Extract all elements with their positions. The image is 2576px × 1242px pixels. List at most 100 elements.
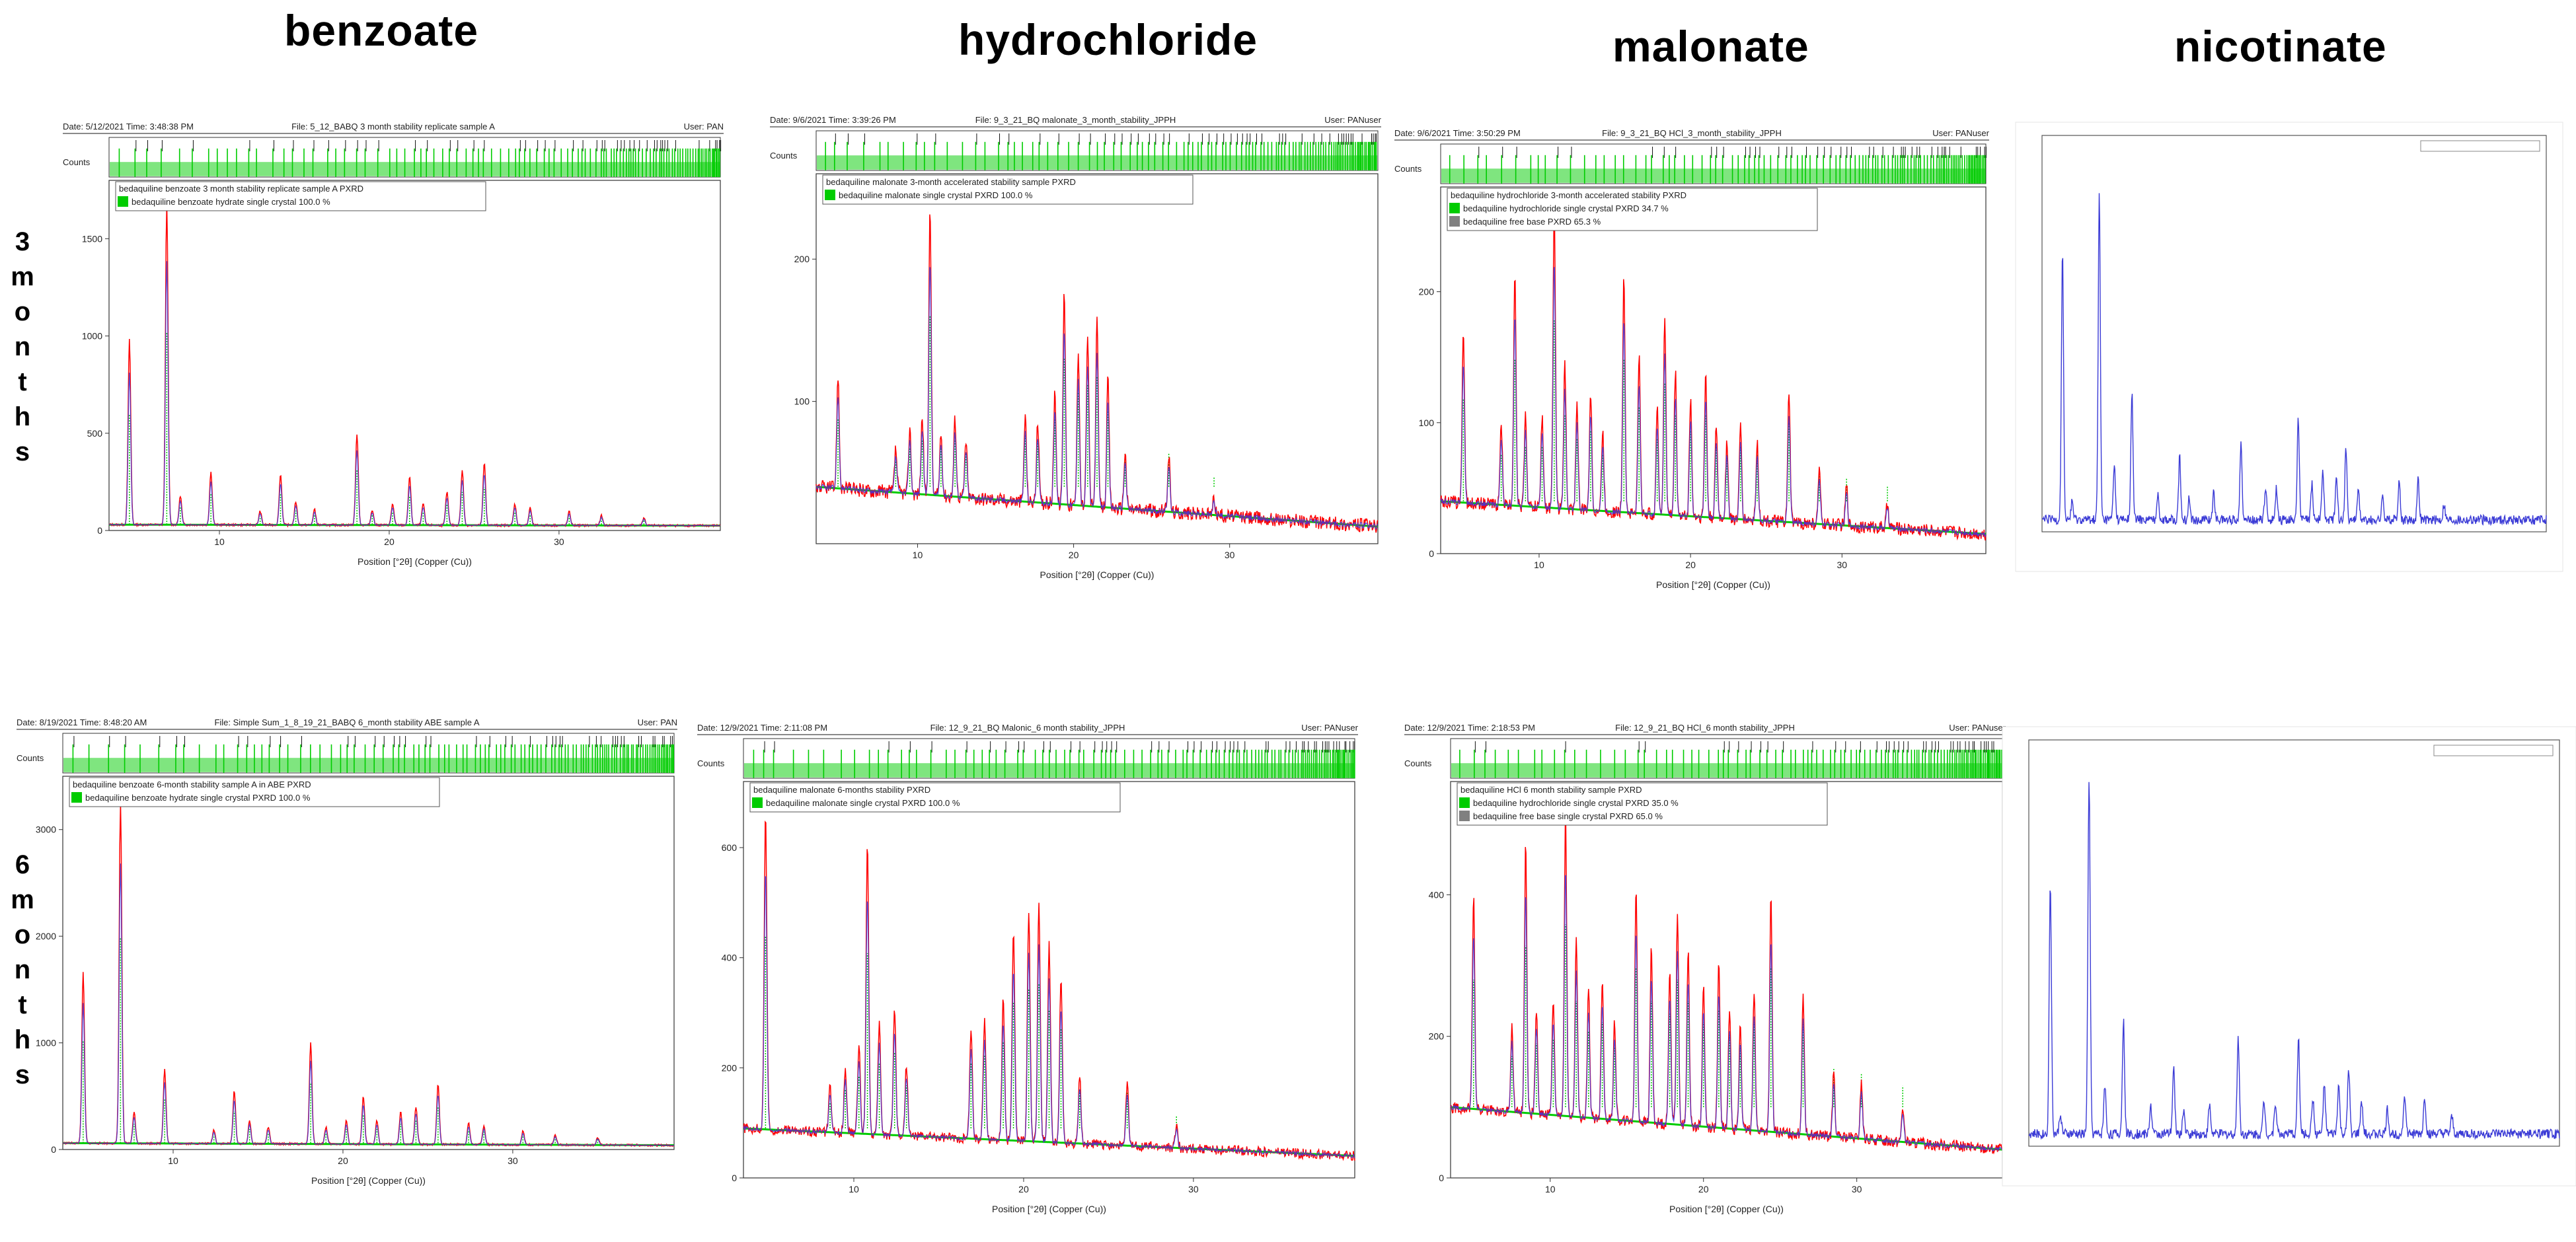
x-axis-label: Position [°2θ] (Copper (Cu)) (1669, 1204, 1784, 1214)
calculated-line (815, 267, 1379, 530)
x-tick-label: 30 (508, 1155, 518, 1166)
counts-label: Counts (770, 151, 798, 161)
legend-swatch (752, 797, 763, 808)
header-file: File: 9_3_21_BQ HCl_3_month_stability_JP… (1602, 128, 1782, 138)
legend-item-label: bedaquiline benzoate hydrate single crys… (85, 793, 311, 803)
x-tick-label: 30 (1837, 560, 1848, 570)
legend-box (2420, 140, 2540, 152)
legend-swatch (1459, 811, 1470, 821)
legend: bedaquiline malonate 3-month accelerated… (822, 174, 1193, 205)
x-tick-label: 20 (1698, 1184, 1709, 1194)
header-file: File: Simple Sum_1_8_19_21_BABQ 6_month … (214, 717, 479, 727)
y-tick-label: 500 (87, 428, 103, 439)
panel-malonate-3-months: Date: 9/6/2021 Time: 3:50:29 PM File: 9_3… (1394, 124, 1990, 610)
x-tick-label: 20 (1069, 550, 1079, 560)
panel-benzoate-3-months: Date: 5/12/2021 Time: 3:48:38 PM File: 5_… (63, 118, 724, 587)
plot-frame (2028, 739, 2560, 1147)
reference-peak-sticks (1462, 320, 1888, 501)
chart-svg: Date: 5/12/2021 Time: 3:48:38 PM File: 5_… (63, 122, 724, 567)
legend-swatch (1459, 797, 1470, 808)
y-tick-label: 200 (794, 254, 810, 264)
legend-title: bedaquiline benzoate 3 month stability r… (119, 184, 363, 194)
row-label-char: n (14, 955, 31, 984)
reference-peak-sticks (83, 938, 599, 1144)
reference-band (110, 162, 720, 176)
header-date: Date: 12/9/2021 Time: 2:18:53 PM (1404, 723, 1535, 733)
plot-frame (743, 781, 1355, 1179)
y-tick-label: 400 (1429, 889, 1445, 900)
y-tick-label: 0 (51, 1144, 56, 1155)
legend-swatch (71, 792, 82, 803)
x-tick-label: 10 (1545, 1184, 1556, 1194)
row-label-char: s (15, 437, 30, 466)
legend-title: bedaquiline benzoate 6-month stability s… (73, 780, 311, 789)
y-tick-label: 200 (1429, 1031, 1445, 1042)
chart-svg: Date: 8/19/2021 Time: 8:48:20 AM File: Si… (17, 717, 677, 1186)
calculated-line (108, 261, 721, 527)
panel-malonate-6-months: Date: 12/9/2021 Time: 2:18:53 PM File: 12… (1404, 719, 2006, 1234)
header-date: Date: 9/6/2021 Time: 3:50:29 PM (1394, 128, 1521, 138)
reference-peak-sticks (837, 316, 1215, 487)
pattern-line (2028, 782, 2560, 1140)
header-date: Date: 8/19/2021 Time: 8:48:20 AM (17, 717, 147, 727)
y-tick-label: 0 (1439, 1173, 1444, 1183)
x-tick-label: 30 (1852, 1184, 1862, 1194)
header-user: User: PANuser (1949, 723, 2006, 733)
row-label-char: o (14, 297, 31, 326)
x-axis-label: Position [°2θ] (Copper (Cu)) (992, 1204, 1106, 1214)
observed-line (108, 202, 721, 529)
legend-item-label: bedaquiline malonate single crystal PXRD… (839, 190, 1033, 200)
x-axis-label: Position [°2θ] (Copper (Cu)) (1040, 569, 1155, 580)
header-user: User: PANuser (1324, 115, 1381, 125)
legend: bedaquiline HCl 6 month stability sample… (1457, 782, 1828, 826)
panel-benzoate-6-months: Date: 8/19/2021 Time: 8:48:20 AM File: Si… (17, 713, 677, 1206)
y-tick-label: 0 (732, 1173, 737, 1183)
reference-band (1441, 168, 1985, 183)
chart-svg: Date: 12/9/2021 Time: 2:11:08 PM File: 12… (697, 723, 1359, 1214)
plot-frame (62, 776, 675, 1150)
y-tick-label: 1500 (82, 233, 102, 244)
header-date: Date: 9/6/2021 Time: 3:39:26 PM (770, 115, 896, 125)
chart-svg: Date: 9/6/2021 Time: 3:39:26 PM File: 9_3… (770, 115, 1382, 580)
row-label-char: n (14, 332, 31, 361)
row-label-char: o (14, 920, 31, 949)
legend-box (69, 777, 440, 807)
y-tick-label: 0 (97, 525, 102, 536)
legend-title: bedaquiline malonate 6-months stability … (753, 785, 930, 795)
chart-svg: Date: 9/6/2021 Time: 3:50:29 PM File: 9_3… (1394, 128, 1990, 590)
plot-frame (815, 173, 1379, 544)
plot-frame (1440, 186, 1987, 554)
header-file: File: 12_9_21_BQ HCl_6 month stability_J… (1615, 723, 1795, 733)
legend-swatch (1449, 203, 1460, 213)
reference-band (817, 155, 1377, 170)
counts-label: Counts (697, 758, 725, 768)
y-tick-label: 400 (722, 953, 738, 963)
y-tick-label: 0 (1429, 548, 1434, 559)
panel-hydrochloride-6-months: Date: 12/9/2021 Time: 2:11:08 PM File: 12… (697, 719, 1359, 1234)
y-tick-label: 100 (794, 396, 810, 407)
column-title-malonate: malonate (1612, 22, 1809, 71)
legend-item-label: bedaquiline malonate single crystal PXRD… (766, 798, 960, 808)
legend: bedaquiline hydrochloride 3-month accele… (1447, 188, 1818, 231)
legend-swatch (825, 190, 835, 200)
reference-peak-sticks (129, 332, 645, 525)
legend-item-label: bedaquiline hydrochloride single crystal… (1473, 798, 1679, 808)
plot-frame (108, 180, 721, 531)
y-tick-label: 2000 (36, 931, 56, 941)
calculated-line (1440, 267, 1987, 538)
y-tick-label: 1000 (82, 331, 102, 342)
legend-title: bedaquiline HCl 6 month stability sample… (1460, 785, 1642, 795)
x-tick-label: 10 (849, 1184, 859, 1194)
x-tick-label: 20 (338, 1155, 348, 1166)
header-file: File: 12_9_21_BQ Malonic_6 month stabili… (930, 723, 1125, 733)
plot-frame (2041, 135, 2547, 532)
y-tick-label: 1000 (36, 1038, 56, 1048)
x-tick-label: 30 (554, 536, 564, 547)
legend-box (822, 174, 1193, 205)
header-date: Date: 5/12/2021 Time: 3:48:38 PM (63, 122, 194, 131)
counts-label: Counts (63, 157, 91, 167)
counts-label: Counts (17, 753, 44, 763)
row-label-char: 3 (15, 227, 30, 256)
row-label-3-months: 3 m o n t h s (9, 225, 36, 470)
x-axis-label: Position [°2θ] (Copper (Cu)) (358, 556, 472, 567)
